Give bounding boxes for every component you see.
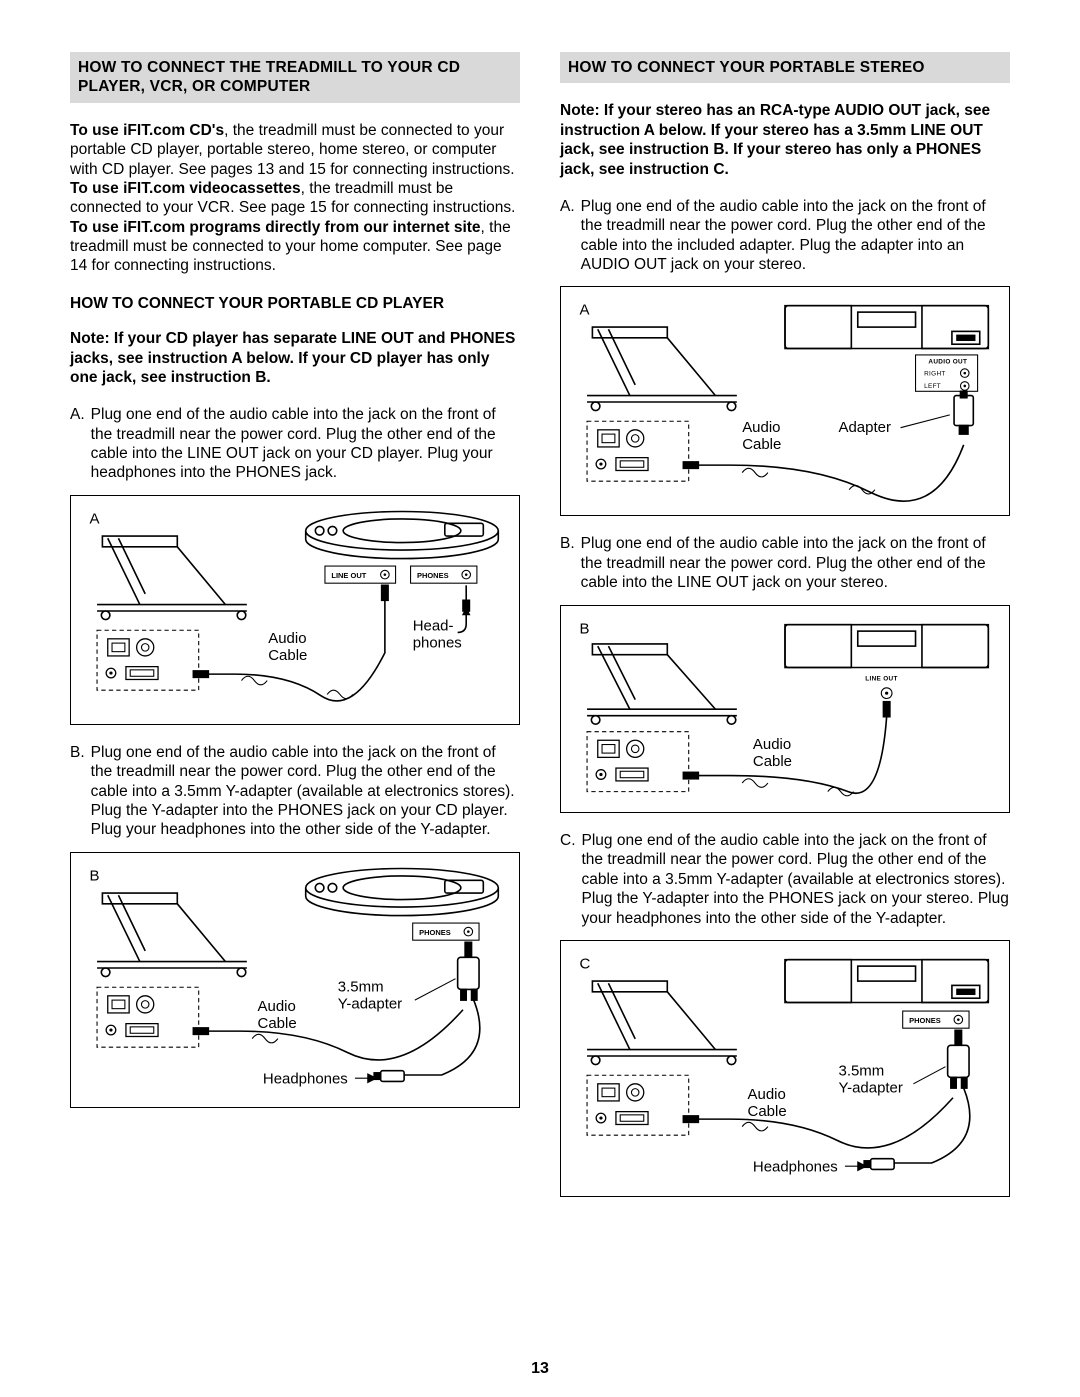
headphones-label-l2: phones [413, 634, 462, 651]
audio-cable-label-l1: Audio [742, 419, 780, 436]
audio-cable-label-l1: Audio [258, 997, 296, 1014]
right-main-heading: HOW TO CONNECT YOUR PORTABLE STEREO [560, 52, 1010, 83]
adapter-icon [954, 392, 973, 435]
right-item-b-marker: B. [560, 534, 575, 592]
audio-cable-label-l1: Audio [753, 735, 791, 752]
lineout-label: LINE OUT [865, 675, 897, 682]
right-item-a-marker: A. [560, 197, 575, 275]
left-instruction-list: A. Plug one end of the audio cable into … [70, 405, 520, 483]
left-item-a: A. Plug one end of the audio cable into … [70, 405, 520, 483]
audio-cable-label-l2: Cable [748, 1103, 787, 1120]
jack-panel-icon [97, 987, 199, 1047]
audio-cable-label-l1: Audio [748, 1086, 786, 1103]
right-item-c: C. Plug one end of the audio cable into … [560, 831, 1010, 928]
audio-cable-label-l2: Cable [258, 1015, 297, 1032]
left-instruction-list-b: B. Plug one end of the audio cable into … [70, 743, 520, 840]
left-column: HOW TO CONNECT THE TREADMILL TO YOUR CD … [70, 52, 520, 1215]
treadmill-icon [587, 643, 737, 723]
treadmill-icon [587, 327, 737, 410]
phones-label: PHONES [909, 1016, 941, 1025]
stereo-icon [785, 306, 988, 349]
audio-cable-icon [683, 1098, 953, 1148]
right-item-b-text: Plug one end of the audio cable into the… [581, 534, 1010, 592]
adapter-label: Adapter [839, 419, 891, 436]
diagram-stereo-b: B [560, 605, 1010, 814]
stereo-icon [785, 960, 988, 1003]
y-adapter-icon [458, 942, 479, 1000]
lineout-label-box: LINE OUT [865, 675, 897, 698]
headphones-icon [458, 585, 470, 632]
jack-labels: LINE OUT PHONES [325, 566, 477, 583]
left-item-b-marker: B. [70, 743, 85, 840]
diagram-stereo-b-letter: B [580, 620, 590, 637]
page-number: 13 [0, 1359, 1080, 1379]
right-item-c-text: Plug one end of the audio cable into the… [582, 831, 1011, 928]
right-item-a-text: Plug one end of the audio cable into the… [581, 197, 1010, 275]
audio-out-left: LEFT [924, 383, 941, 390]
diagram-cd-a: A [70, 495, 520, 725]
stereo-icon [785, 624, 988, 667]
left-cd-note: Note: If your CD player has separate LIN… [70, 329, 520, 387]
lineout-label: LINE OUT [331, 571, 366, 580]
phones-jack-label: PHONES [413, 923, 479, 940]
audio-out-title: AUDIO OUT [928, 359, 967, 366]
left-main-heading: HOW TO CONNECT THE TREADMILL TO YOUR CD … [70, 52, 520, 103]
right-list-a: A. Plug one end of the audio cable into … [560, 197, 1010, 275]
page: HOW TO CONNECT THE TREADMILL TO YOUR CD … [0, 0, 1080, 1397]
audio-cable-label-l1: Audio [268, 630, 306, 647]
audio-cable-label-l2: Cable [268, 647, 307, 664]
yadapter-label-l2: Y-adapter [839, 1079, 903, 1096]
left-intro-paragraph: To use iFIT.com CD's, the treadmill must… [70, 121, 520, 276]
diagram-cd-a-letter: A [90, 510, 100, 527]
left-item-b-text: Plug one end of the audio cable into the… [91, 743, 520, 840]
left-cd-subheading: HOW TO CONNECT YOUR PORTABLE CD PLAYER [70, 294, 520, 313]
headphones-icon [864, 1088, 970, 1169]
audio-cable-label-l2: Cable [753, 752, 792, 769]
phones-label: PHONES [419, 927, 451, 936]
cd-player-icon [306, 868, 499, 915]
phones-label-box: PHONES [903, 1011, 969, 1028]
diagram-stereo-c-letter: C [580, 955, 591, 972]
diagram-stereo-a-letter: A [580, 302, 590, 319]
phones-label: PHONES [417, 571, 449, 580]
left-item-a-text: Plug one end of the audio cable into the… [91, 405, 520, 483]
left-item-b: B. Plug one end of the audio cable into … [70, 743, 520, 840]
headphones-label: Headphones [753, 1159, 838, 1176]
headphones-label-l1: Head- [413, 617, 454, 634]
diagram-cd-b-letter: B [90, 867, 100, 884]
diagram-stereo-c: C [560, 940, 1010, 1197]
yadapter-label-l1: 3.5mm [338, 978, 384, 995]
left-item-a-marker: A. [70, 405, 85, 483]
right-item-b: B. Plug one end of the audio cable into … [560, 534, 1010, 592]
yadapter-label-l1: 3.5mm [839, 1062, 885, 1079]
audio-out-right: RIGHT [924, 371, 946, 378]
right-list-c: C. Plug one end of the audio cable into … [560, 831, 1010, 928]
right-list-b: B. Plug one end of the audio cable into … [560, 534, 1010, 592]
jack-panel-icon [587, 422, 689, 482]
diagram-cd-b: B [70, 852, 520, 1109]
y-adapter-icon [948, 1030, 969, 1088]
audio-cable-label-l2: Cable [742, 436, 781, 453]
diagram-stereo-a: A [560, 286, 1010, 516]
right-stereo-note: Note: If your stereo has an RCA-type AUD… [560, 101, 1010, 179]
right-item-c-marker: C. [560, 831, 576, 928]
jack-panel-icon [587, 1075, 689, 1135]
right-item-a: A. Plug one end of the audio cable into … [560, 197, 1010, 275]
right-column: HOW TO CONNECT YOUR PORTABLE STEREO Note… [560, 52, 1010, 1215]
cd-player-icon [306, 511, 499, 558]
jack-panel-icon [587, 731, 689, 791]
treadmill-icon [587, 981, 737, 1064]
treadmill-icon [97, 536, 247, 619]
yadapter-label-l2: Y-adapter [338, 995, 402, 1012]
audio-cable-icon [683, 445, 963, 501]
treadmill-icon [97, 893, 247, 976]
headphones-label: Headphones [263, 1070, 348, 1087]
jack-panel-icon [97, 630, 199, 690]
audio-cable-icon [193, 1009, 463, 1059]
two-column-layout: HOW TO CONNECT THE TREADMILL TO YOUR CD … [70, 52, 1010, 1215]
audio-out-label-box: AUDIO OUT RIGHT LEFT [916, 355, 978, 391]
